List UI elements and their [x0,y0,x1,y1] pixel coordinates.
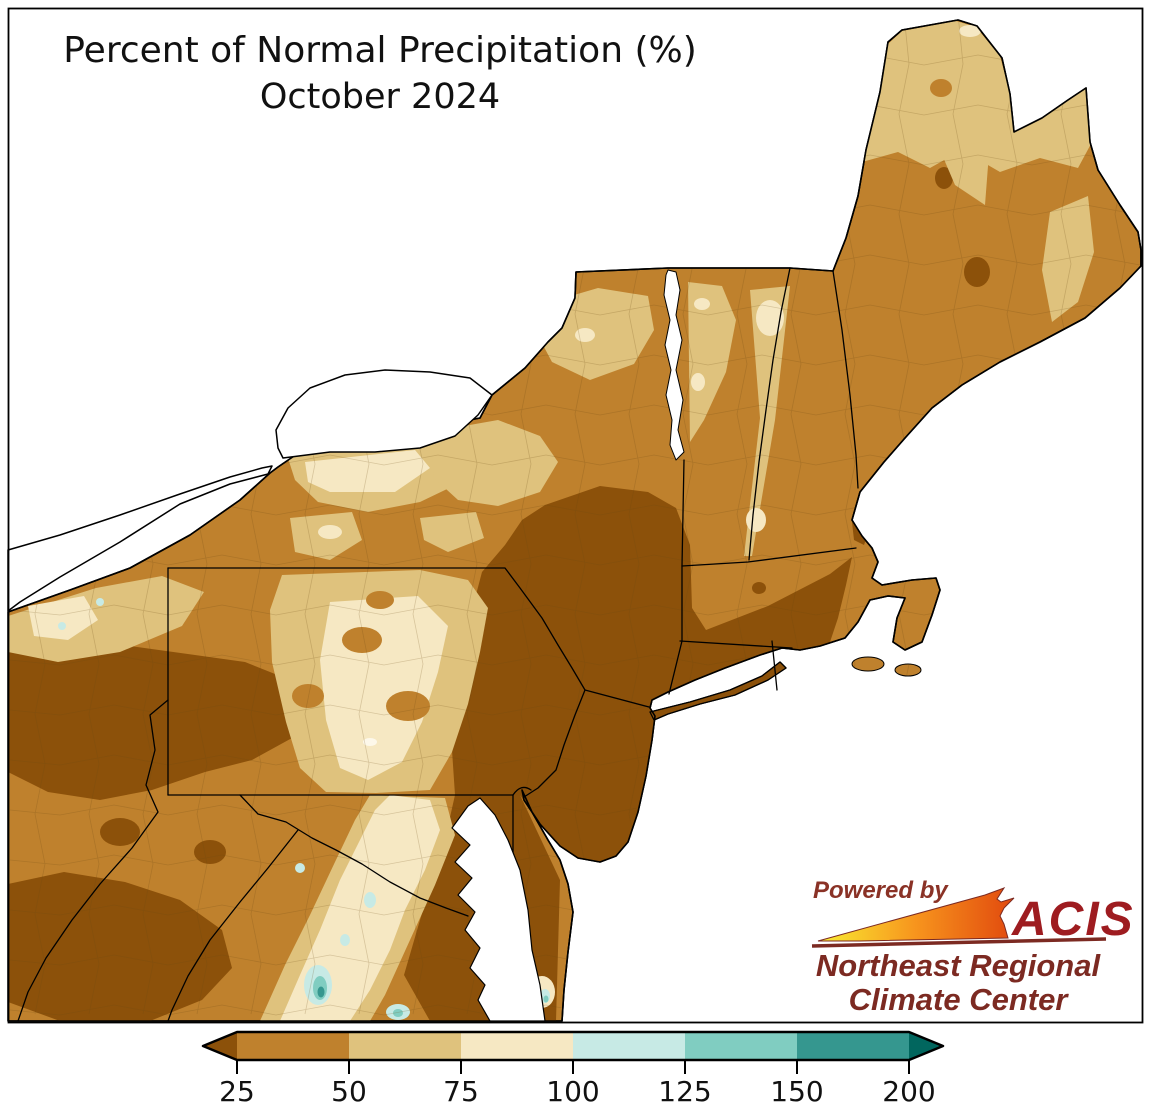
org-name-line-2: Climate Center [849,982,1070,1017]
cream-fleck [318,525,342,539]
border-nh-me [832,270,859,489]
border-vt-nh [748,267,791,561]
brown-blob [342,627,382,653]
brown-blob [292,684,324,708]
border-de-pa [512,786,532,796]
teal-spot [364,892,376,908]
region-150-200 [317,986,325,998]
brown-blob [366,591,394,609]
colorbar-tick-label: 200 [882,1075,935,1108]
erie-shore-cream [28,596,98,640]
teal-spot [340,934,350,946]
water-bodies [7,269,685,1022]
cream-fleck [746,508,766,532]
colorbar-tick-labels: 25 50 75 100 125 150 200 [219,1075,936,1108]
colorbar-tick-label: 75 [443,1075,479,1108]
colorbar-segment [685,1032,797,1060]
cream-fleck [756,300,784,336]
dry-blob [194,840,226,864]
brown-blob [386,691,430,721]
border-ny-pa [167,567,586,798]
teal-spot [96,598,104,606]
dry-blob [935,167,953,189]
logo-underline [811,937,1107,948]
maine-tan-wedge [940,140,990,205]
title-line-2: October 2024 [260,77,500,117]
map-frame [7,7,1144,1024]
region-below-25 [8,167,1000,1021]
erie-shore-tan [8,576,204,662]
title-line-1: Percent of Normal Precipitation (%) [63,30,697,71]
southern-wv-dry-region [8,872,232,1021]
border-ma-north [681,547,857,567]
cream-fleck [694,298,710,310]
border-wv-va [167,829,299,1022]
teal-spot [295,863,305,873]
colorbar-segment [349,1032,461,1060]
pa-brown-blobs [292,79,952,721]
northern-maine-tan [862,21,1092,172]
border-ma-south [679,640,793,649]
mohawk-valley-tan [430,420,558,506]
state-borders [17,267,859,1022]
lake-ontario [275,369,493,459]
map-title: Percent of Normal Precipitation (%) Octo… [63,30,697,117]
colorbar-tick-label: 25 [219,1075,255,1108]
maine-tip-cream [959,25,981,37]
western-pa-dry-region [8,636,302,800]
colorbar-segment [237,1032,349,1060]
colorbar-ticks [236,1060,910,1074]
border-ny-nj [584,689,650,708]
org-name-line-1: Northeast Regional [816,948,1102,983]
cream-fleck [691,373,705,391]
colorbar-tick-label: 125 [658,1075,711,1108]
colorbar-tick-label: 100 [546,1075,599,1108]
colorbar-tick-label: 150 [770,1075,823,1108]
colorbar-segment [573,1032,685,1060]
white-fleck [363,738,377,746]
border-ri-ct [771,640,778,691]
colorbar: 25 50 75 100 125 150 200 [201,1030,945,1108]
southern-tier-tan [420,512,484,552]
dry-blob [100,818,140,846]
acis-logo: Powered by ACIS Northeast Regional Clima… [811,877,1135,1017]
marthas-vineyard-island [851,656,885,672]
dry-blob [752,582,766,594]
cream-fleck [575,328,595,342]
acis-wordmark: ACIS [1011,893,1135,946]
powered-by-label: Powered by [813,877,949,904]
county-line [1114,20,1126,1015]
long-island-outline [649,661,787,721]
border-ny-vt [681,459,685,567]
teal-dark-core [317,986,325,998]
border-potomac [239,794,469,917]
teal-core [393,1009,403,1017]
lake-erie [7,465,273,612]
chesapeake-bay [451,797,546,1022]
lake-champlain [663,269,685,461]
maine-east-tan-strip [1042,196,1094,322]
colorbar-left-arrow [203,1032,237,1060]
dry-blob [964,257,990,287]
western-ny-cream [305,450,430,492]
nantucket-island [894,663,922,677]
colorbar-tick-label: 50 [331,1075,367,1108]
teal-spot [58,622,66,630]
colorbar-segment [461,1032,573,1060]
border-ohio-river [17,699,169,1022]
colorbar-segment [797,1032,909,1060]
champlain-valley-tan [688,282,736,442]
wv-ridge-cream-band [280,795,440,1021]
coastline-outline [7,19,1142,1022]
brown-blob [930,79,952,97]
teal-core [543,995,549,1003]
acis-swoosh [817,887,1015,942]
colorbar-right-arrow [909,1032,943,1060]
